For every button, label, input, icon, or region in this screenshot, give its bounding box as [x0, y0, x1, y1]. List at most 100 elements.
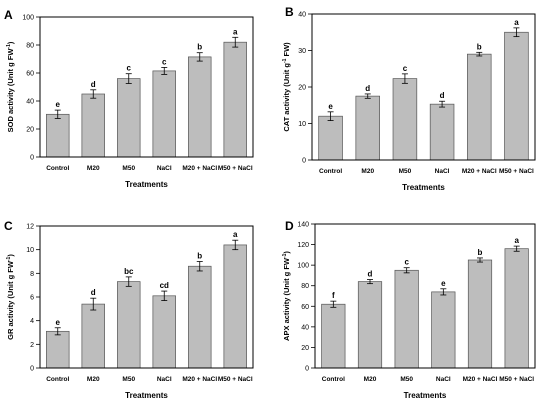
x-tick-label: NaCl [157, 376, 172, 383]
panel-c: C 0 2 4 6 8 10 12 e Control d M20 bc M50 cd NaCl b M20 + … [4, 219, 254, 400]
y-axis-title: SOD activity (Unit g FW-1) [6, 41, 15, 132]
y-tick-label: 10 [298, 121, 306, 128]
panel-letter: A [4, 8, 13, 22]
bar [357, 281, 383, 369]
y-tick-label: 8 [30, 271, 34, 278]
panel-d: D 0 20 40 60 80 100 120 140 f Control d M20 c M50 e NaCl… [282, 219, 536, 400]
significance-letter: b [197, 252, 202, 261]
bar [467, 259, 493, 369]
bar [188, 265, 212, 369]
y-tick-label: 80 [26, 43, 34, 50]
y-tick-label: 0 [305, 366, 309, 373]
significance-letter: cd [160, 281, 169, 290]
x-axis-title: Treatments [402, 183, 445, 192]
panel-a: A 0 20 40 60 80 100 e Control d M20 c M50 c NaCl b M20 +… [4, 8, 254, 189]
x-tick-label: M50 [122, 376, 135, 383]
bar [117, 78, 141, 158]
x-axis-title: Treatments [404, 391, 447, 400]
x-tick-label: Control [46, 376, 69, 383]
bar [318, 115, 343, 161]
bar [81, 303, 105, 369]
x-tick-label: M20 [361, 168, 374, 175]
bar [223, 244, 247, 369]
significance-letter: d [368, 270, 373, 279]
x-tick-label: M50 [400, 376, 413, 383]
significance-letter: e [328, 102, 333, 111]
y-tick-label: 40 [301, 324, 309, 331]
bar [223, 41, 247, 158]
y-tick-label: 80 [301, 283, 309, 290]
y-tick-label: 0 [302, 158, 306, 165]
x-tick-label: M20 + NaCl [182, 376, 217, 383]
x-tick-label: Control [319, 168, 342, 175]
axis-frame [314, 223, 536, 369]
x-tick-label: M20 [87, 376, 100, 383]
panel-letter: C [4, 219, 13, 233]
significance-letter: c [127, 64, 132, 73]
significance-letter: d [91, 80, 96, 89]
x-axis-title: Treatments [125, 180, 168, 189]
significance-letter: c [403, 64, 408, 73]
significance-letter: a [514, 236, 519, 245]
y-axis-title: GR activity (Unit g FW-1) [6, 254, 15, 340]
significance-letter: f [332, 291, 335, 300]
panel-letter: B [285, 5, 294, 19]
y-tick-label: 0 [30, 366, 34, 373]
bar [394, 269, 419, 369]
significance-letter: bc [124, 267, 134, 276]
y-tick-label: 40 [298, 12, 306, 19]
x-tick-label: NaCl [436, 376, 451, 383]
significance-letter: d [440, 91, 445, 100]
x-tick-label: M50 [399, 168, 412, 175]
x-tick-label: M50 + NaCl [218, 165, 253, 172]
bar [188, 56, 212, 158]
bar [81, 93, 105, 158]
bar [46, 113, 70, 158]
y-tick-label: 2 [30, 342, 34, 349]
significance-letter: a [233, 27, 238, 36]
x-tick-label: M50 + NaCl [499, 376, 534, 383]
bar [431, 291, 456, 369]
y-axis-title: CAT activity (Unit g-1 FW) [282, 42, 291, 132]
y-tick-label: 20 [26, 127, 34, 134]
x-tick-label: Control [46, 165, 69, 172]
x-tick-label: M20 + NaCl [182, 165, 217, 172]
bar [117, 281, 141, 369]
x-axis-title: Treatments [125, 391, 168, 400]
y-tick-label: 12 [26, 224, 34, 231]
y-tick-label: 0 [30, 155, 34, 162]
y-tick-label: 20 [298, 85, 306, 92]
y-tick-label: 10 [26, 247, 34, 254]
y-tick-label: 40 [26, 99, 34, 106]
significance-letter: e [56, 318, 61, 327]
significance-letter: e [441, 279, 446, 288]
bar [429, 103, 455, 161]
y-axis-title: APX activity (Unit g FW-1) [282, 251, 291, 341]
y-tick-label: 140 [297, 222, 309, 229]
bar [152, 295, 176, 369]
y-tick-label: 6 [30, 295, 34, 302]
x-tick-label: Control [322, 376, 345, 383]
bar [355, 95, 380, 161]
bar [321, 303, 346, 369]
significance-letter: b [197, 43, 202, 52]
panel-b: B 0 10 20 30 40 e Control d M20 c M50 d NaCl b M20 + Na… [282, 5, 536, 192]
bar [504, 31, 529, 161]
significance-letter: d [91, 288, 96, 297]
y-tick-label: 60 [26, 71, 34, 78]
significance-letter: b [477, 42, 482, 51]
y-tick-label: 30 [298, 48, 306, 55]
bar [392, 78, 418, 161]
bar [46, 330, 70, 369]
y-tick-label: 60 [301, 304, 309, 311]
bar [504, 248, 529, 369]
y-tick-label: 100 [22, 15, 34, 22]
bar [152, 70, 176, 158]
significance-letter: a [514, 18, 519, 27]
significance-letter: a [233, 230, 238, 239]
x-tick-label: M50 [122, 165, 135, 172]
axis-frame [39, 16, 254, 158]
x-tick-label: M20 [364, 376, 377, 383]
panel-letter: D [285, 219, 294, 233]
